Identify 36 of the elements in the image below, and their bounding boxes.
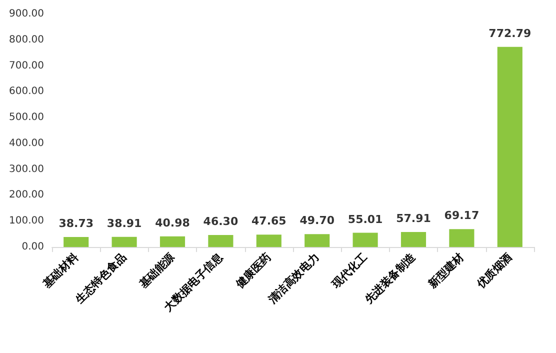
bar: [497, 46, 522, 247]
y-tick-label: 0.00: [22, 242, 44, 252]
bar: [256, 234, 282, 247]
x-tick-label: 优质烟酒: [473, 250, 514, 292]
y-tick-label: 200.00: [9, 190, 44, 201]
bar: [449, 229, 474, 247]
y-tick-label: 900.00: [9, 8, 44, 20]
data-label: 38.73: [58, 216, 94, 230]
data-label: 55.01: [348, 212, 383, 226]
data-label: 57.91: [396, 212, 431, 226]
y-tick-label: 100.00: [9, 216, 44, 227]
x-tick-label: 健康医药: [232, 250, 274, 292]
y-tick-label: 600.00: [9, 86, 44, 98]
x-tick-label: 基础材料: [40, 250, 81, 292]
data-label: 772.79: [488, 26, 532, 40]
bar: [160, 236, 186, 247]
data-label: 47.65: [252, 214, 286, 228]
bar: [112, 236, 137, 247]
x-tick-label: 基础能源: [136, 250, 178, 292]
data-label: 46.30: [203, 215, 238, 228]
data-label: 49.70: [300, 214, 335, 228]
bar: [208, 235, 234, 247]
bar: [64, 236, 89, 247]
x-tick-label: 现代化工: [328, 250, 370, 292]
data-label: 40.98: [155, 216, 190, 230]
x-tick-label: 新型建材: [425, 250, 466, 292]
bar: [400, 232, 426, 247]
y-tick-label: 500.00: [9, 112, 44, 124]
y-tick-label: 400.00: [9, 138, 44, 149]
data-label: 38.91: [106, 216, 142, 230]
bar: [304, 234, 330, 247]
y-tick-label: 700.00: [9, 60, 44, 72]
y-tick-label: 300.00: [9, 164, 44, 175]
y-tick-label: 800.00: [9, 34, 44, 46]
data-label: 69.17: [444, 209, 480, 222]
bar: [352, 232, 378, 247]
